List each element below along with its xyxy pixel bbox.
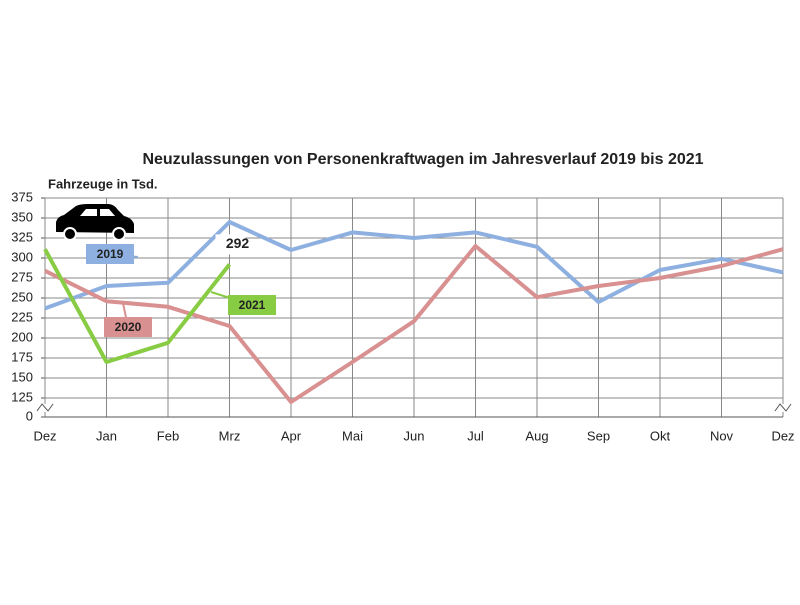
- x-tick-label: Apr: [281, 428, 302, 443]
- x-tick-label: Dez: [33, 428, 56, 443]
- series-line: [44, 244, 784, 404]
- x-tick-label: Okt: [650, 428, 671, 443]
- y-tick-label: 250: [11, 289, 33, 304]
- data-label-bg: [215, 234, 246, 255]
- chart-title: Neuzulassungen von Personenkraftwagen im…: [142, 151, 703, 168]
- legend-label: 2021: [239, 298, 266, 312]
- y-tick-label: 0: [26, 408, 33, 423]
- car-icon: [56, 204, 134, 241]
- x-tick-label: Dez: [771, 428, 794, 443]
- legend-label: 2020: [115, 320, 142, 334]
- y-tick-label: 275: [11, 269, 33, 284]
- y-tick-label: 225: [11, 309, 33, 324]
- x-tick-label: Mai: [342, 428, 363, 443]
- series-labels: 2019 2020 2021 292: [86, 234, 276, 337]
- x-tick-label: Jan: [96, 428, 117, 443]
- data-label: 292: [226, 235, 250, 251]
- y-tick-label: 375: [11, 189, 33, 204]
- y-tick-label: 325: [11, 229, 33, 244]
- x-tick-label: Feb: [157, 428, 179, 443]
- y-tick-label: 150: [11, 369, 33, 384]
- x-tick-label: Sep: [587, 428, 610, 443]
- label-box: [104, 317, 152, 337]
- grid: 0 125 150 175 200 225 250 275 300 325 350 375 Dez Jan…: [11, 189, 794, 443]
- axis-break: [36, 403, 54, 412]
- x-tick-label: Jun: [404, 428, 425, 443]
- y-tick-label: 125: [11, 389, 33, 404]
- series-line: [44, 220, 784, 311]
- x-tick-label: Nov: [710, 428, 734, 443]
- y-tick-label: 200: [11, 329, 33, 344]
- axis-break: [774, 403, 792, 412]
- x-tick-label: Mrz: [219, 428, 241, 443]
- x-tick-label: Jul: [467, 428, 484, 443]
- y-tick-label: 350: [11, 209, 33, 224]
- legend-label: 2019: [97, 247, 124, 261]
- x-tick-label: Aug: [525, 428, 548, 443]
- label-box: [228, 295, 276, 315]
- y-tick-label: 300: [11, 249, 33, 264]
- label-box: [86, 244, 134, 264]
- y-axis-label: Fahrzeuge in Tsd.: [48, 176, 158, 191]
- series-line: [43, 248, 232, 364]
- plot: [43, 220, 784, 404]
- y-tick-label: 175: [11, 349, 33, 364]
